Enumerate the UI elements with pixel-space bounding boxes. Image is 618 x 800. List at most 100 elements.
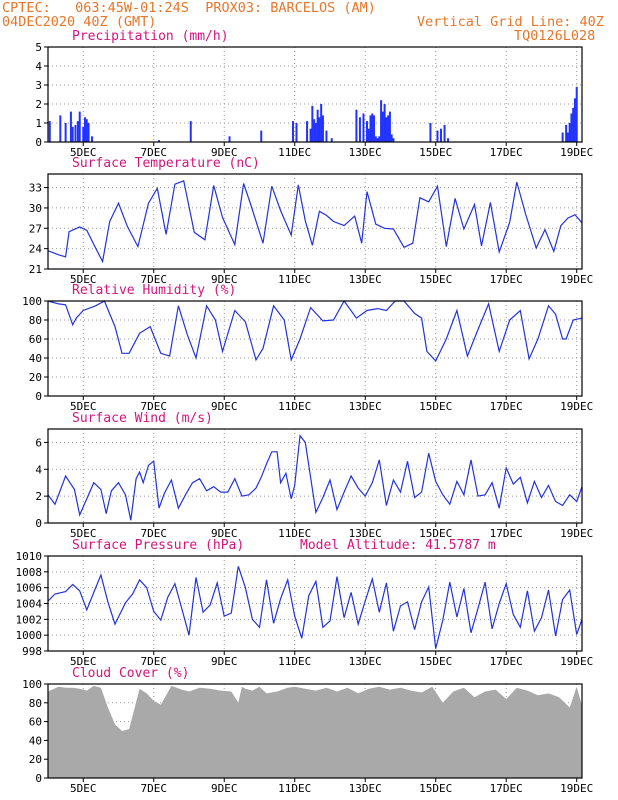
precipitation-bar xyxy=(74,124,77,142)
precipitation-bar xyxy=(228,136,231,142)
precipitation-bar xyxy=(362,113,365,142)
precipitation-bar xyxy=(71,126,74,142)
surface-wind-xtick-label: 15DEC xyxy=(419,527,452,540)
precipitation-bar xyxy=(325,130,328,142)
header-model-code: TQ0126L028 xyxy=(514,28,596,44)
surface-wind-xtick-label: 13DEC xyxy=(349,527,382,540)
surface-pressure-xtick-label: 7DEC xyxy=(140,655,167,668)
surface-wind-xtick-label: 11DEC xyxy=(278,527,311,540)
precipitation-bar xyxy=(568,123,571,142)
precipitation-bar xyxy=(388,111,391,142)
surface-wind-title: Surface Wind (m/s) xyxy=(72,411,213,426)
precipitation-bar xyxy=(158,140,161,142)
precipitation-ytick-label: 2 xyxy=(35,98,42,111)
relative-humidity-xtick-label: 19DEC xyxy=(560,400,593,413)
cloud-cover-title: Cloud Cover (%) xyxy=(72,666,189,681)
surface-temperature-line xyxy=(47,179,583,264)
surface-wind-frame xyxy=(47,428,583,524)
precipitation-bar xyxy=(84,117,87,142)
surface-wind-ytick-label: 0 xyxy=(35,517,42,530)
cloud-cover-area xyxy=(48,685,582,778)
precipitation-xtick-label: 9DEC xyxy=(211,146,238,159)
precipitation-bar xyxy=(371,113,374,142)
precipitation-bar xyxy=(260,130,263,142)
precipitation-bar xyxy=(355,109,358,142)
header-line1: CPTEC: 063:45W-01:24S PROX03: BARCELOS (… xyxy=(2,0,376,16)
surface-pressure-ytick-label: 1008 xyxy=(16,566,43,579)
cloud-cover-ytick-label: 20 xyxy=(29,753,42,766)
surface-pressure-xtick-label: 9DEC xyxy=(211,655,238,668)
surface-pressure-ytick-label: 1004 xyxy=(16,598,43,611)
surface-temperature-ytick-label: 33 xyxy=(29,182,42,195)
relative-humidity-xtick-label: 13DEC xyxy=(349,400,382,413)
surface-temperature-frame xyxy=(47,173,583,270)
precipitation-ytick-label: 3 xyxy=(35,79,42,92)
precipitation-bar xyxy=(76,121,79,142)
precipitation-bar xyxy=(330,138,333,142)
relative-humidity-ytick-label: 60 xyxy=(29,333,42,346)
precipitation-bar xyxy=(369,115,372,142)
surface-temperature-xtick-label: 11DEC xyxy=(278,273,311,286)
precipitation-bar xyxy=(447,138,450,142)
surface-wind-xtick-label: 7DEC xyxy=(140,527,167,540)
surface-pressure-xtick-label: 19DEC xyxy=(560,655,593,668)
surface-pressure-line xyxy=(47,566,583,649)
precipitation-bar xyxy=(295,123,298,142)
cloud-cover-xtick-label: 5DEC xyxy=(70,782,97,795)
precipitation-bar xyxy=(390,134,393,142)
precipitation-bar xyxy=(321,115,324,142)
surface-wind-xtick-label: 5DEC xyxy=(70,527,97,540)
precipitation-ytick-label: 5 xyxy=(35,41,42,54)
precipitation-bar xyxy=(440,128,443,142)
surface-pressure-ytick-label: 1010 xyxy=(16,550,43,563)
relative-humidity-xtick-label: 9DEC xyxy=(211,400,238,413)
surface-temperature-ytick-label: 21 xyxy=(29,263,42,276)
precipitation-bar xyxy=(561,132,564,142)
header-run-date: 04DEC2020 40Z (GMT) xyxy=(2,14,157,30)
precipitation-bar xyxy=(373,115,376,142)
precipitation-bar xyxy=(573,98,576,142)
precipitation-bar xyxy=(570,113,573,142)
cloud-cover-xtick-label: 19DEC xyxy=(560,782,593,795)
relative-humidity-xtick-label: 17DEC xyxy=(490,400,523,413)
relative-humidity-title: Relative Humidity (%) xyxy=(72,283,236,298)
precipitation-frame xyxy=(47,46,583,143)
precipitation-bar xyxy=(429,123,432,142)
surface-temperature-xtick-label: 15DEC xyxy=(419,273,452,286)
precipitation-bar xyxy=(311,105,314,142)
surface-temperature-xtick-label: 19DEC xyxy=(560,273,593,286)
cloud-cover-xtick-label: 17DEC xyxy=(490,782,523,795)
relative-humidity-xtick-label: 7DEC xyxy=(140,400,167,413)
cloud-cover-ytick-label: 80 xyxy=(29,697,42,710)
cloud-cover-ytick-label: 40 xyxy=(29,734,42,747)
precipitation-bar xyxy=(189,121,192,142)
relative-humidity-xtick-label: 15DEC xyxy=(419,400,452,413)
surface-wind-xtick-label: 17DEC xyxy=(490,527,523,540)
surface-temperature-ytick-label: 30 xyxy=(29,202,42,215)
surface-pressure-xtick-label: 13DEC xyxy=(349,655,382,668)
precipitation-bar xyxy=(378,136,381,142)
surface-pressure-title: Surface Pressure (hPa) xyxy=(72,538,244,553)
relative-humidity-ytick-label: 20 xyxy=(29,371,42,384)
surface-temperature-xtick-label: 9DEC xyxy=(211,273,238,286)
precipitation-xtick-label: 7DEC xyxy=(140,146,167,159)
cloud-cover-xtick-label: 11DEC xyxy=(278,782,311,795)
relative-humidity-frame xyxy=(47,300,583,397)
surface-wind-ytick-label: 2 xyxy=(35,490,42,503)
precipitation-bar xyxy=(572,107,575,142)
header-vertical-grid-line: Vertical Grid Line: 40Z xyxy=(417,14,604,30)
surface-pressure-ytick-label: 1006 xyxy=(16,582,43,595)
precipitation-bar xyxy=(358,117,361,142)
cloud-cover-xtick-label: 7DEC xyxy=(140,782,167,795)
precipitation-bar xyxy=(69,111,72,142)
surface-temperature-xtick-label: 13DEC xyxy=(349,273,382,286)
surface-temperature-title: Surface Temperature (nC) xyxy=(72,156,260,171)
surface-temperature-xtick-label: 5DEC xyxy=(70,273,97,286)
cloud-cover-xtick-label: 13DEC xyxy=(349,782,382,795)
surface-temperature-xtick-label: 17DEC xyxy=(490,273,523,286)
precipitation-bar xyxy=(291,121,294,142)
precipitation-bar xyxy=(313,119,316,142)
precipitation-bar xyxy=(383,104,386,142)
surface-wind-ytick-label: 4 xyxy=(35,463,42,476)
precipitation-bar xyxy=(575,86,578,142)
